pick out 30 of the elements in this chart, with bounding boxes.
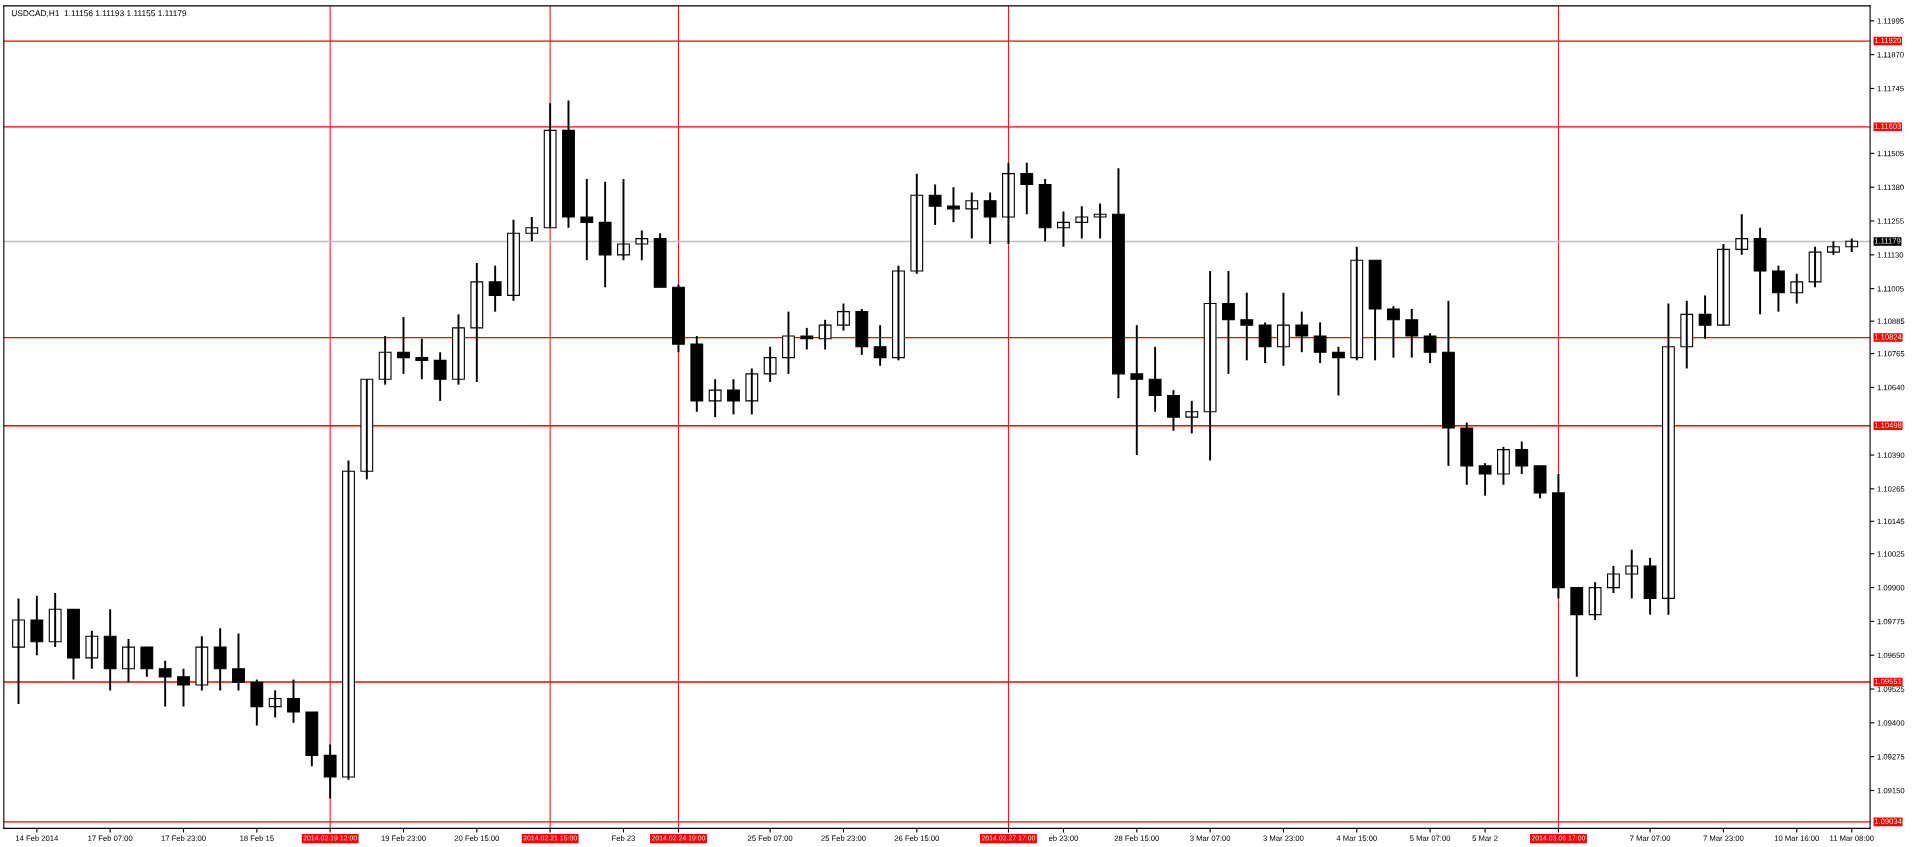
candlestick — [617, 178, 630, 262]
candlestick — [232, 632, 245, 692]
candlestick — [1130, 324, 1144, 456]
candlestick — [452, 313, 465, 386]
candlestick — [507, 218, 520, 302]
candlestick — [1093, 202, 1107, 240]
candlestick — [67, 608, 80, 681]
candlestick — [342, 459, 355, 781]
candlestick — [177, 667, 190, 708]
candlestick — [672, 283, 685, 354]
candlestick — [525, 215, 539, 243]
candlestick — [708, 378, 722, 419]
candlestick — [12, 597, 25, 705]
candlestick — [580, 178, 594, 262]
candlestick — [727, 378, 740, 416]
candlestick — [947, 186, 960, 224]
candlestick — [635, 229, 649, 262]
candlestick — [800, 326, 814, 351]
candlestick — [1185, 399, 1199, 435]
candlestick — [1625, 548, 1639, 600]
candlestick — [1826, 240, 1840, 256]
candlestick — [158, 659, 172, 708]
candlestick — [1240, 291, 1254, 362]
candlestick — [415, 337, 429, 381]
chart-title: USDCAD,H1 1.11156 1.11193 1.11155 1.11179 — [11, 10, 187, 18]
candlestick — [1478, 462, 1492, 497]
candlestick — [562, 99, 575, 229]
candlestick — [1075, 205, 1089, 240]
candlestick — [287, 678, 300, 724]
candlestick — [122, 638, 135, 684]
